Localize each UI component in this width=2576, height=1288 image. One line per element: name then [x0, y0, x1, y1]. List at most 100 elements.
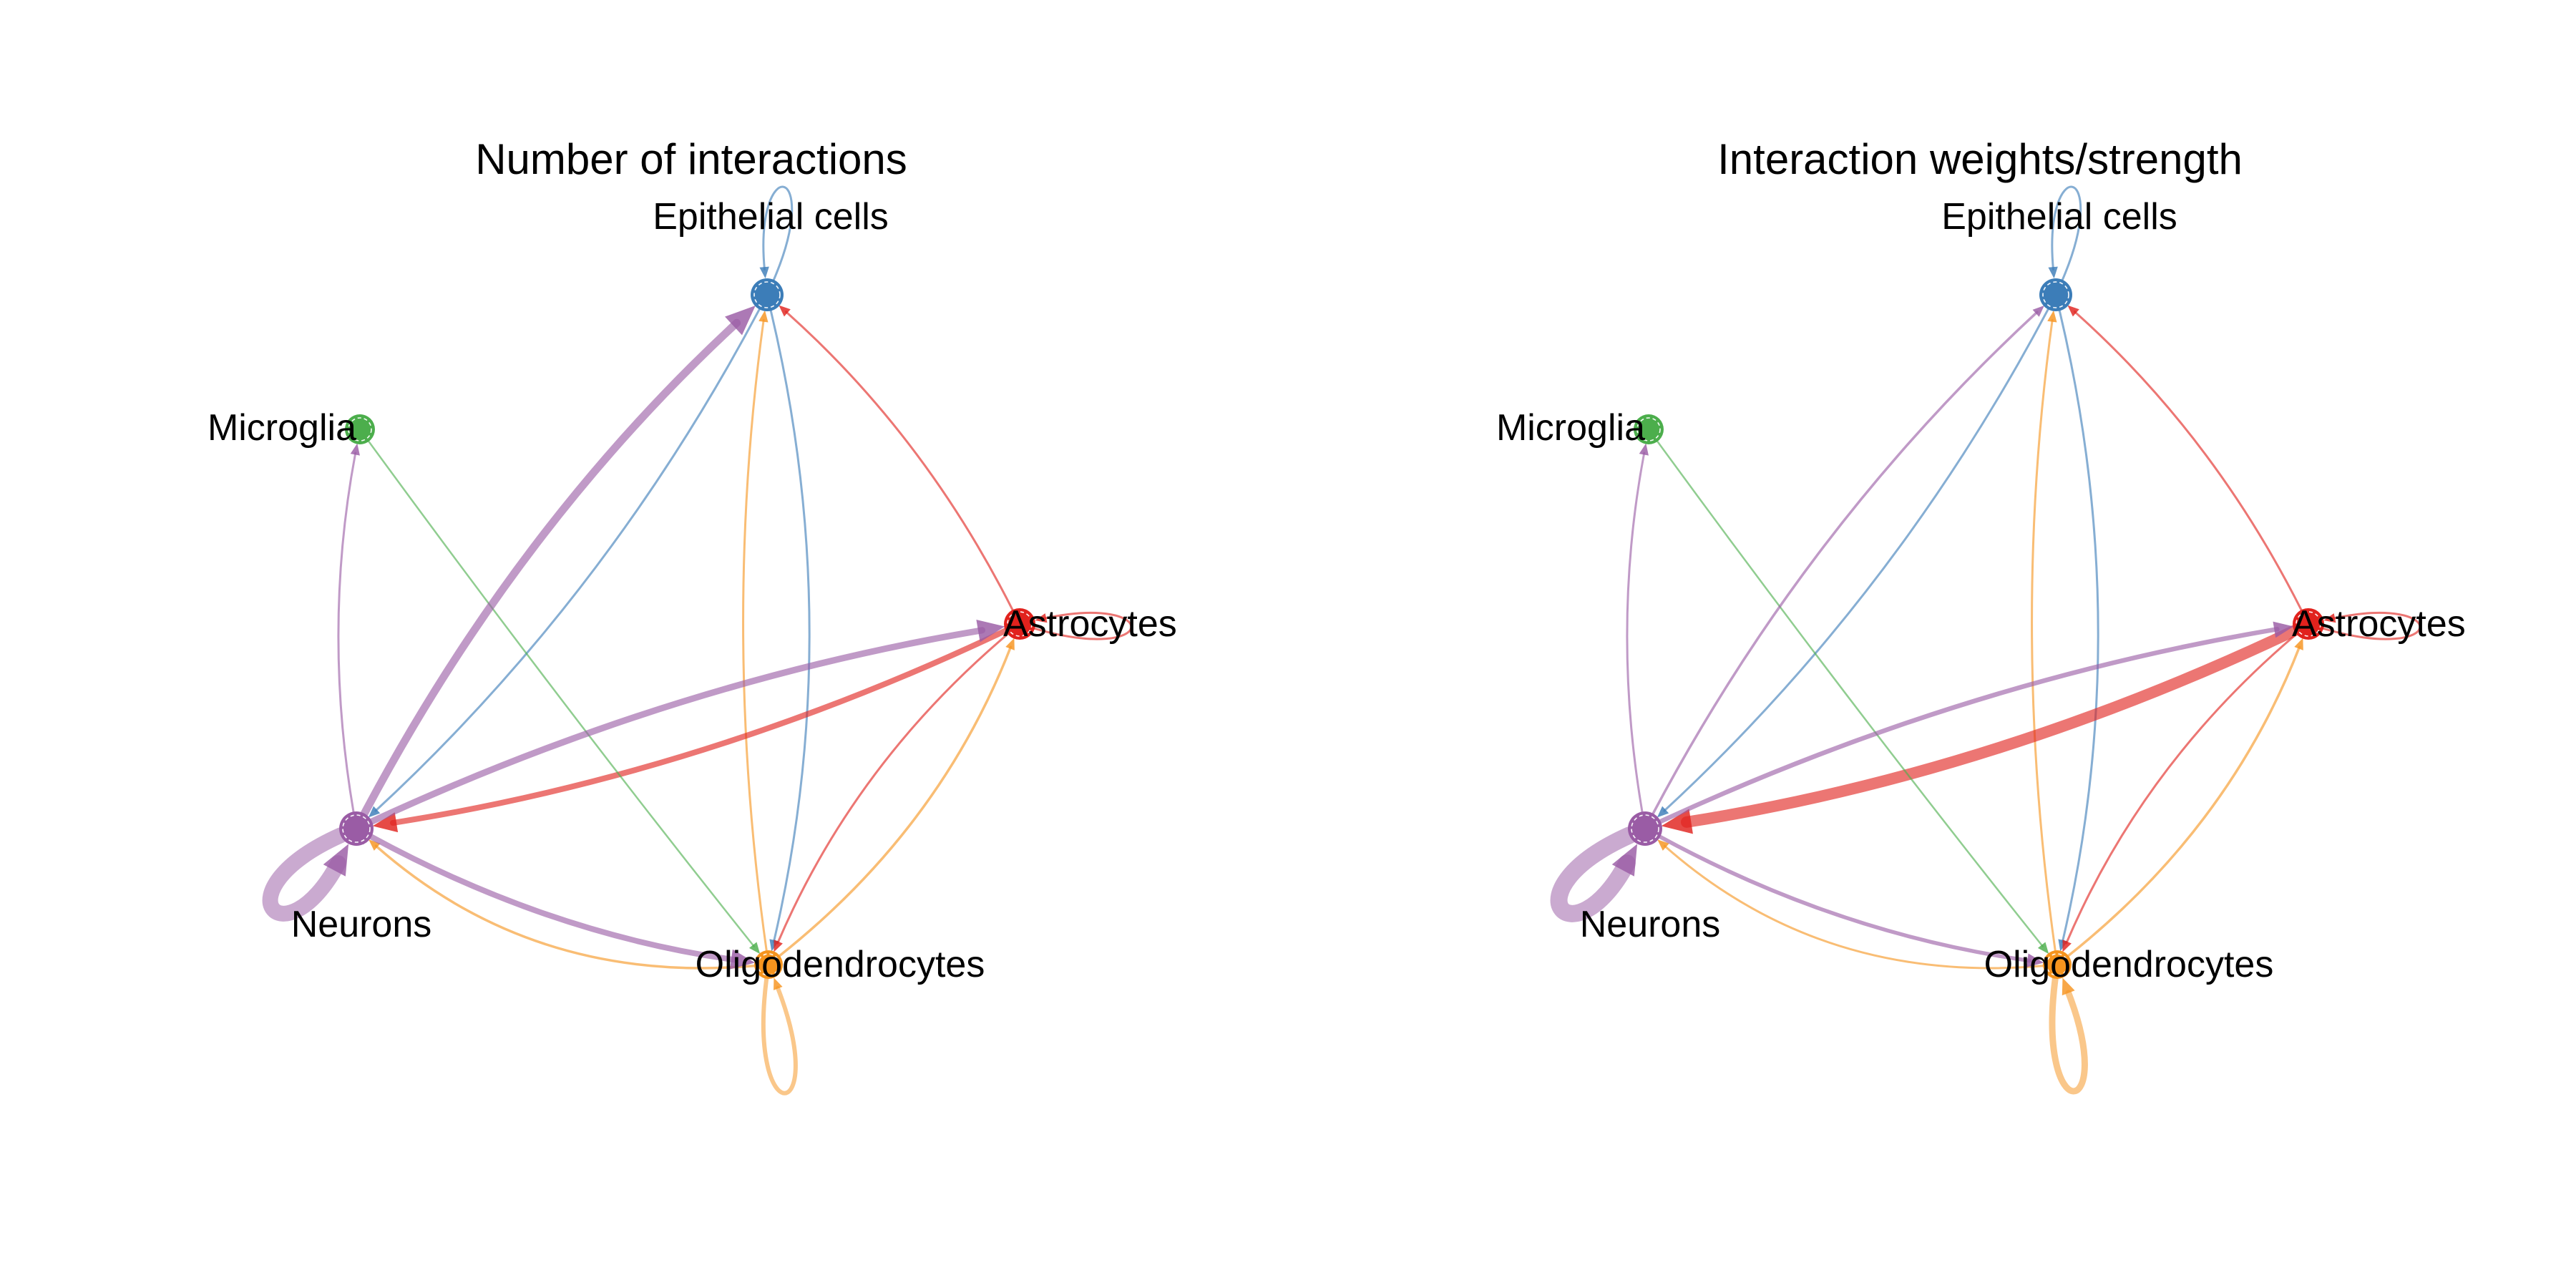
edge-astrocytes-to-epithelial: [2074, 311, 2303, 611]
edge-arrowhead: [725, 305, 756, 336]
edge-arrowhead: [976, 620, 1005, 643]
node-ring-neurons: [342, 814, 371, 843]
node-neurons: [339, 811, 374, 846]
edge-arrowhead: [758, 310, 769, 323]
edge-neurons-to-epithelial: [360, 318, 741, 818]
edge-oligodendrocytes-to-neurons: [1663, 844, 2044, 970]
edge-arrowhead: [2037, 942, 2049, 955]
node-label-neurons: Neurons: [1580, 904, 1721, 945]
panel-right: Epithelial cells Microglia Astrocytes Neuro…: [1496, 185, 2466, 1095]
node-astrocytes: [1004, 608, 1035, 640]
edge-epithelial-to-oligodendrocytes: [2058, 309, 2099, 943]
self-loop-neurons: [262, 827, 348, 922]
node-epithelial: [751, 278, 784, 311]
edge-arrowhead: [1035, 613, 1048, 623]
edge-arrowhead: [729, 949, 756, 970]
edge-arrowhead: [369, 839, 381, 851]
node-ring-astrocytes: [2296, 611, 2321, 637]
edge-arrowhead: [2047, 310, 2057, 323]
edge-arrowhead: [1639, 443, 1649, 456]
node-ring-epithelial: [2042, 281, 2069, 308]
edge-arrowhead: [2273, 621, 2294, 638]
node-oligodendrocytes: [754, 950, 783, 979]
edge-neurons-to-astrocytes: [369, 627, 986, 825]
node-astrocytes: [2293, 608, 2324, 640]
edge-arrowhead: [368, 806, 381, 818]
edge-neurons-to-epithelial: [1652, 311, 2039, 815]
edge-arrowhead: [372, 812, 399, 833]
edge-arrowhead: [1005, 638, 1015, 650]
self-loop-astrocytes: [1033, 612, 1133, 640]
right-panel-title: Interaction weights/strength: [1717, 135, 2243, 183]
edge-neurons-to-oligodendrocytes: [1658, 834, 2032, 963]
edge-arrowhead: [2067, 305, 2079, 317]
edge-arrowhead: [774, 940, 783, 952]
edge-neurons-to-microglia: [337, 452, 357, 813]
edge-arrowhead: [350, 443, 360, 456]
edge-astrocytes-to-oligodendrocytes: [2065, 633, 2298, 945]
edge-astrocytes-to-neurons: [1680, 625, 2301, 828]
edge-epithelial-to-neurons: [374, 308, 761, 812]
node-ring-astrocytes: [1007, 611, 1033, 637]
node-label-microglia: Microglia: [208, 407, 356, 449]
node-label-astrocytes: Astrocytes: [1003, 603, 1177, 645]
node-label-oligodendrocytes: Oligodendrocytes: [1984, 944, 2274, 985]
edge-arrowhead: [323, 844, 349, 877]
edge-microglia-to-oligodendrocytes: [1657, 440, 2044, 947]
node-ring-neurons: [1631, 814, 1659, 843]
edge-arrowhead: [2323, 613, 2336, 623]
node-label-astrocytes: Astrocytes: [2292, 603, 2466, 645]
edge-arrowhead: [759, 266, 769, 279]
edge-arrowhead: [2062, 940, 2072, 952]
edge-arrowhead: [2032, 305, 2044, 317]
edge-oligodendrocytes-to-neurons: [374, 844, 756, 970]
node-ring-microglia: [1636, 417, 1661, 441]
edge-arrowhead: [748, 942, 761, 955]
node-label-oligodendrocytes: Oligodendrocytes: [696, 944, 985, 985]
node-epithelial: [2039, 278, 2072, 311]
edge-arrowhead: [1657, 839, 1669, 851]
edge-astrocytes-to-neurons: [389, 628, 1009, 826]
node-neurons: [1628, 811, 1662, 846]
edge-astrocytes-to-epithelial: [785, 311, 1014, 611]
node-oligodendrocytes: [2043, 950, 2072, 979]
edge-arrowhead: [2048, 266, 2058, 279]
edge-arrowhead: [2062, 977, 2075, 996]
edge-epithelial-to-oligodendrocytes: [769, 309, 811, 943]
left-panel-title: Number of interactions: [475, 135, 907, 183]
edge-neurons-to-astrocytes: [1658, 627, 2280, 824]
self-loop-oligodendrocytes: [761, 976, 798, 1096]
node-label-epithelial: Epithelial cells: [1941, 196, 2177, 238]
edge-arrowhead: [2026, 953, 2044, 967]
edge-arrowhead: [1611, 844, 1638, 877]
node-ring-microglia: [348, 417, 372, 441]
edge-neurons-to-microglia: [1626, 452, 1646, 813]
node-microglia: [1634, 414, 1664, 444]
node-ring-oligodendrocytes: [757, 953, 780, 976]
edge-arrowhead: [1661, 809, 1693, 834]
node-label-epithelial: Epithelial cells: [653, 196, 889, 238]
edge-arrowhead: [1657, 806, 1669, 818]
self-loop-epithelial: [2051, 185, 2082, 281]
edge-oligodendrocytes-to-astrocytes: [2067, 645, 2301, 957]
edge-neurons-to-oligodendrocytes: [369, 834, 738, 963]
node-ring-epithelial: [753, 281, 781, 308]
edge-arrowhead: [774, 977, 783, 990]
edge-microglia-to-oligodendrocytes: [368, 440, 755, 947]
self-loop-epithelial: [762, 185, 794, 281]
self-loop-astrocytes: [2322, 612, 2421, 640]
edge-oligodendrocytes-to-astrocytes: [778, 645, 1013, 957]
node-label-microglia: Microglia: [1496, 407, 1645, 449]
panel-left: Epithelial cells Microglia Astrocytes Neuro…: [208, 185, 1177, 1096]
self-loop-oligodendrocytes: [2049, 975, 2088, 1095]
edge-arrowhead: [2294, 638, 2303, 650]
node-ring-oligodendrocytes: [2046, 953, 2069, 976]
self-loop-neurons: [1550, 826, 1638, 922]
edge-epithelial-to-neurons: [1663, 308, 2049, 812]
edge-astrocytes-to-oligodendrocytes: [776, 633, 1009, 945]
edge-arrowhead: [779, 305, 791, 317]
edge-oligodendrocytes-to-epithelial: [2031, 318, 2057, 952]
edge-oligodendrocytes-to-epithelial: [742, 318, 768, 952]
node-microglia: [345, 414, 375, 444]
